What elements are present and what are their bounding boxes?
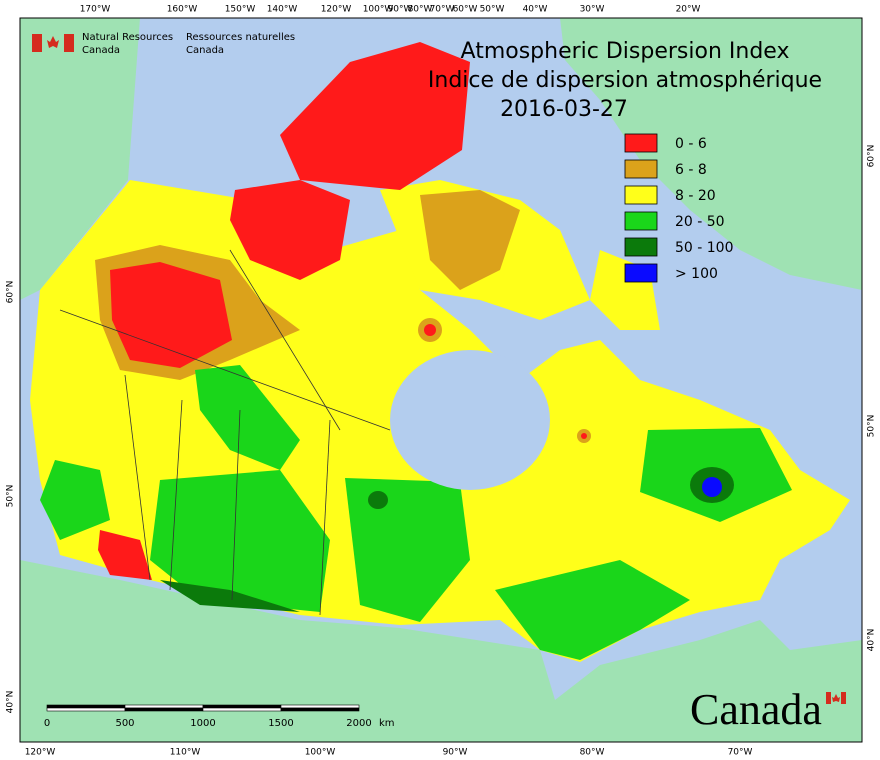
zone-0-6 [424,324,436,336]
scale-segment [280,704,360,709]
agency-fr-line: Canada [186,45,224,56]
zone-0-6 [98,530,152,580]
wordmark: Canada [690,685,822,734]
flag-bar [841,692,846,704]
longitude-label: 170°W [80,5,111,15]
agency-en-line: Natural Resources [82,32,173,43]
legend-label: 8 - 20 [675,188,716,204]
zone-over-100 [702,477,722,497]
longitude-label: 150°W [225,5,256,15]
zone-0-6 [581,433,587,439]
border [229,249,341,431]
border [169,399,183,591]
scale-segment [46,707,126,712]
legend: 0 - 6 6 - 8 8 - 20 20 - 50 50 - 100 > 100 [624,133,734,283]
legend-swatch [624,133,658,153]
zone-0-6 [110,262,232,368]
maple-leaf [832,694,840,702]
legend-swatch [624,185,658,205]
greenland [560,18,862,290]
latitude-label: 40°N [867,629,877,652]
legend-label: 20 - 50 [675,214,725,230]
latitude-label: 60°N [867,145,877,168]
longitude-label: 70°W [728,748,753,758]
title: Indice de dispersion atmosphérique [428,68,822,93]
latitude-label: 40°N [6,691,16,714]
legend-label: 50 - 100 [675,240,734,256]
nrcan-signature: Natural Resources Canada Ressources natu… [32,32,295,56]
scale-segment [124,707,204,712]
canada-wordmark: Canada [690,685,846,734]
maple-leaf [47,36,59,48]
longitude-label: 80°W [408,5,433,15]
hudson-bay [390,350,550,490]
legend-swatch [624,263,658,283]
longitude-label: 90°W [388,5,413,15]
legend-swatch [624,211,658,231]
scale-segment [202,707,282,712]
map-frame [19,17,863,743]
longitude-label: 100°W [363,5,394,15]
scale-label: 1500 [268,718,293,729]
scale-unit: km [379,718,395,729]
agency-en-line: Canada [82,45,120,56]
zone-20-50 [40,460,110,540]
scale-label: 1000 [190,718,215,729]
scale-label: 0 [44,718,50,729]
frame-border [19,17,863,743]
scale-segment [280,707,360,712]
zone-50-100 [160,580,300,612]
longitude-label: 90°W [443,748,468,758]
zone-20-50 [195,365,300,470]
longitude-label: 140°W [267,5,298,15]
longitude-label: 110°W [170,748,201,758]
legend-label: 0 - 6 [675,136,707,152]
zone-50-100 [368,491,388,509]
longitude-label: 160°W [167,5,198,15]
legend-swatch [624,237,658,257]
zone-20-50 [150,470,330,612]
longitude-label: 60°W [453,5,478,15]
border [124,374,151,581]
longitude-label: 120°W [25,748,56,758]
border [59,309,391,431]
scale-label: 500 [115,718,134,729]
longitude-label: 40°W [523,5,548,15]
border [231,409,241,601]
longitude-label: 80°W [580,748,605,758]
alaska [20,18,140,300]
provincial-borders [59,249,391,616]
zone-20-50 [495,560,690,660]
scale-segment [46,704,126,709]
longitude-label: 20°W [676,5,701,15]
title: Atmospheric Dispersion Index [461,39,790,64]
agency-fr-line: Ressources naturelles [186,32,295,43]
legend-label: 6 - 8 [675,162,707,178]
flag-bar [32,34,42,52]
legend-label: > 100 [675,266,718,282]
legend-swatch [624,159,658,179]
zone-20-50 [345,478,470,622]
border [319,419,331,616]
flag-bar [64,34,74,52]
scale-label: 2000 [346,718,371,729]
longitude-label: 120°W [321,5,352,15]
zone-0-6 [280,42,470,190]
flag-bar [826,692,831,704]
longitude-label: 100°W [305,748,336,758]
latitude-label: 50°N [867,415,877,438]
longitude-label: 50°W [480,5,505,15]
longitude-label: 70°W [430,5,455,15]
latitude-label: 50°N [6,485,16,508]
scale-segment [202,704,282,709]
zone-0-6 [230,180,350,280]
date: 2016-03-27 [500,97,628,122]
zone-6-8 [420,190,520,290]
latitude-label: 60°N [6,281,16,304]
longitude-label: 30°W [580,5,605,15]
scale-bar: 0 500 1000 1500 2000 km [44,704,395,729]
scale-segment [124,704,204,709]
graticule-labels: 170°W 160°W 150°W 140°W 120°W 100°W90°W80°W70… [6,5,877,758]
